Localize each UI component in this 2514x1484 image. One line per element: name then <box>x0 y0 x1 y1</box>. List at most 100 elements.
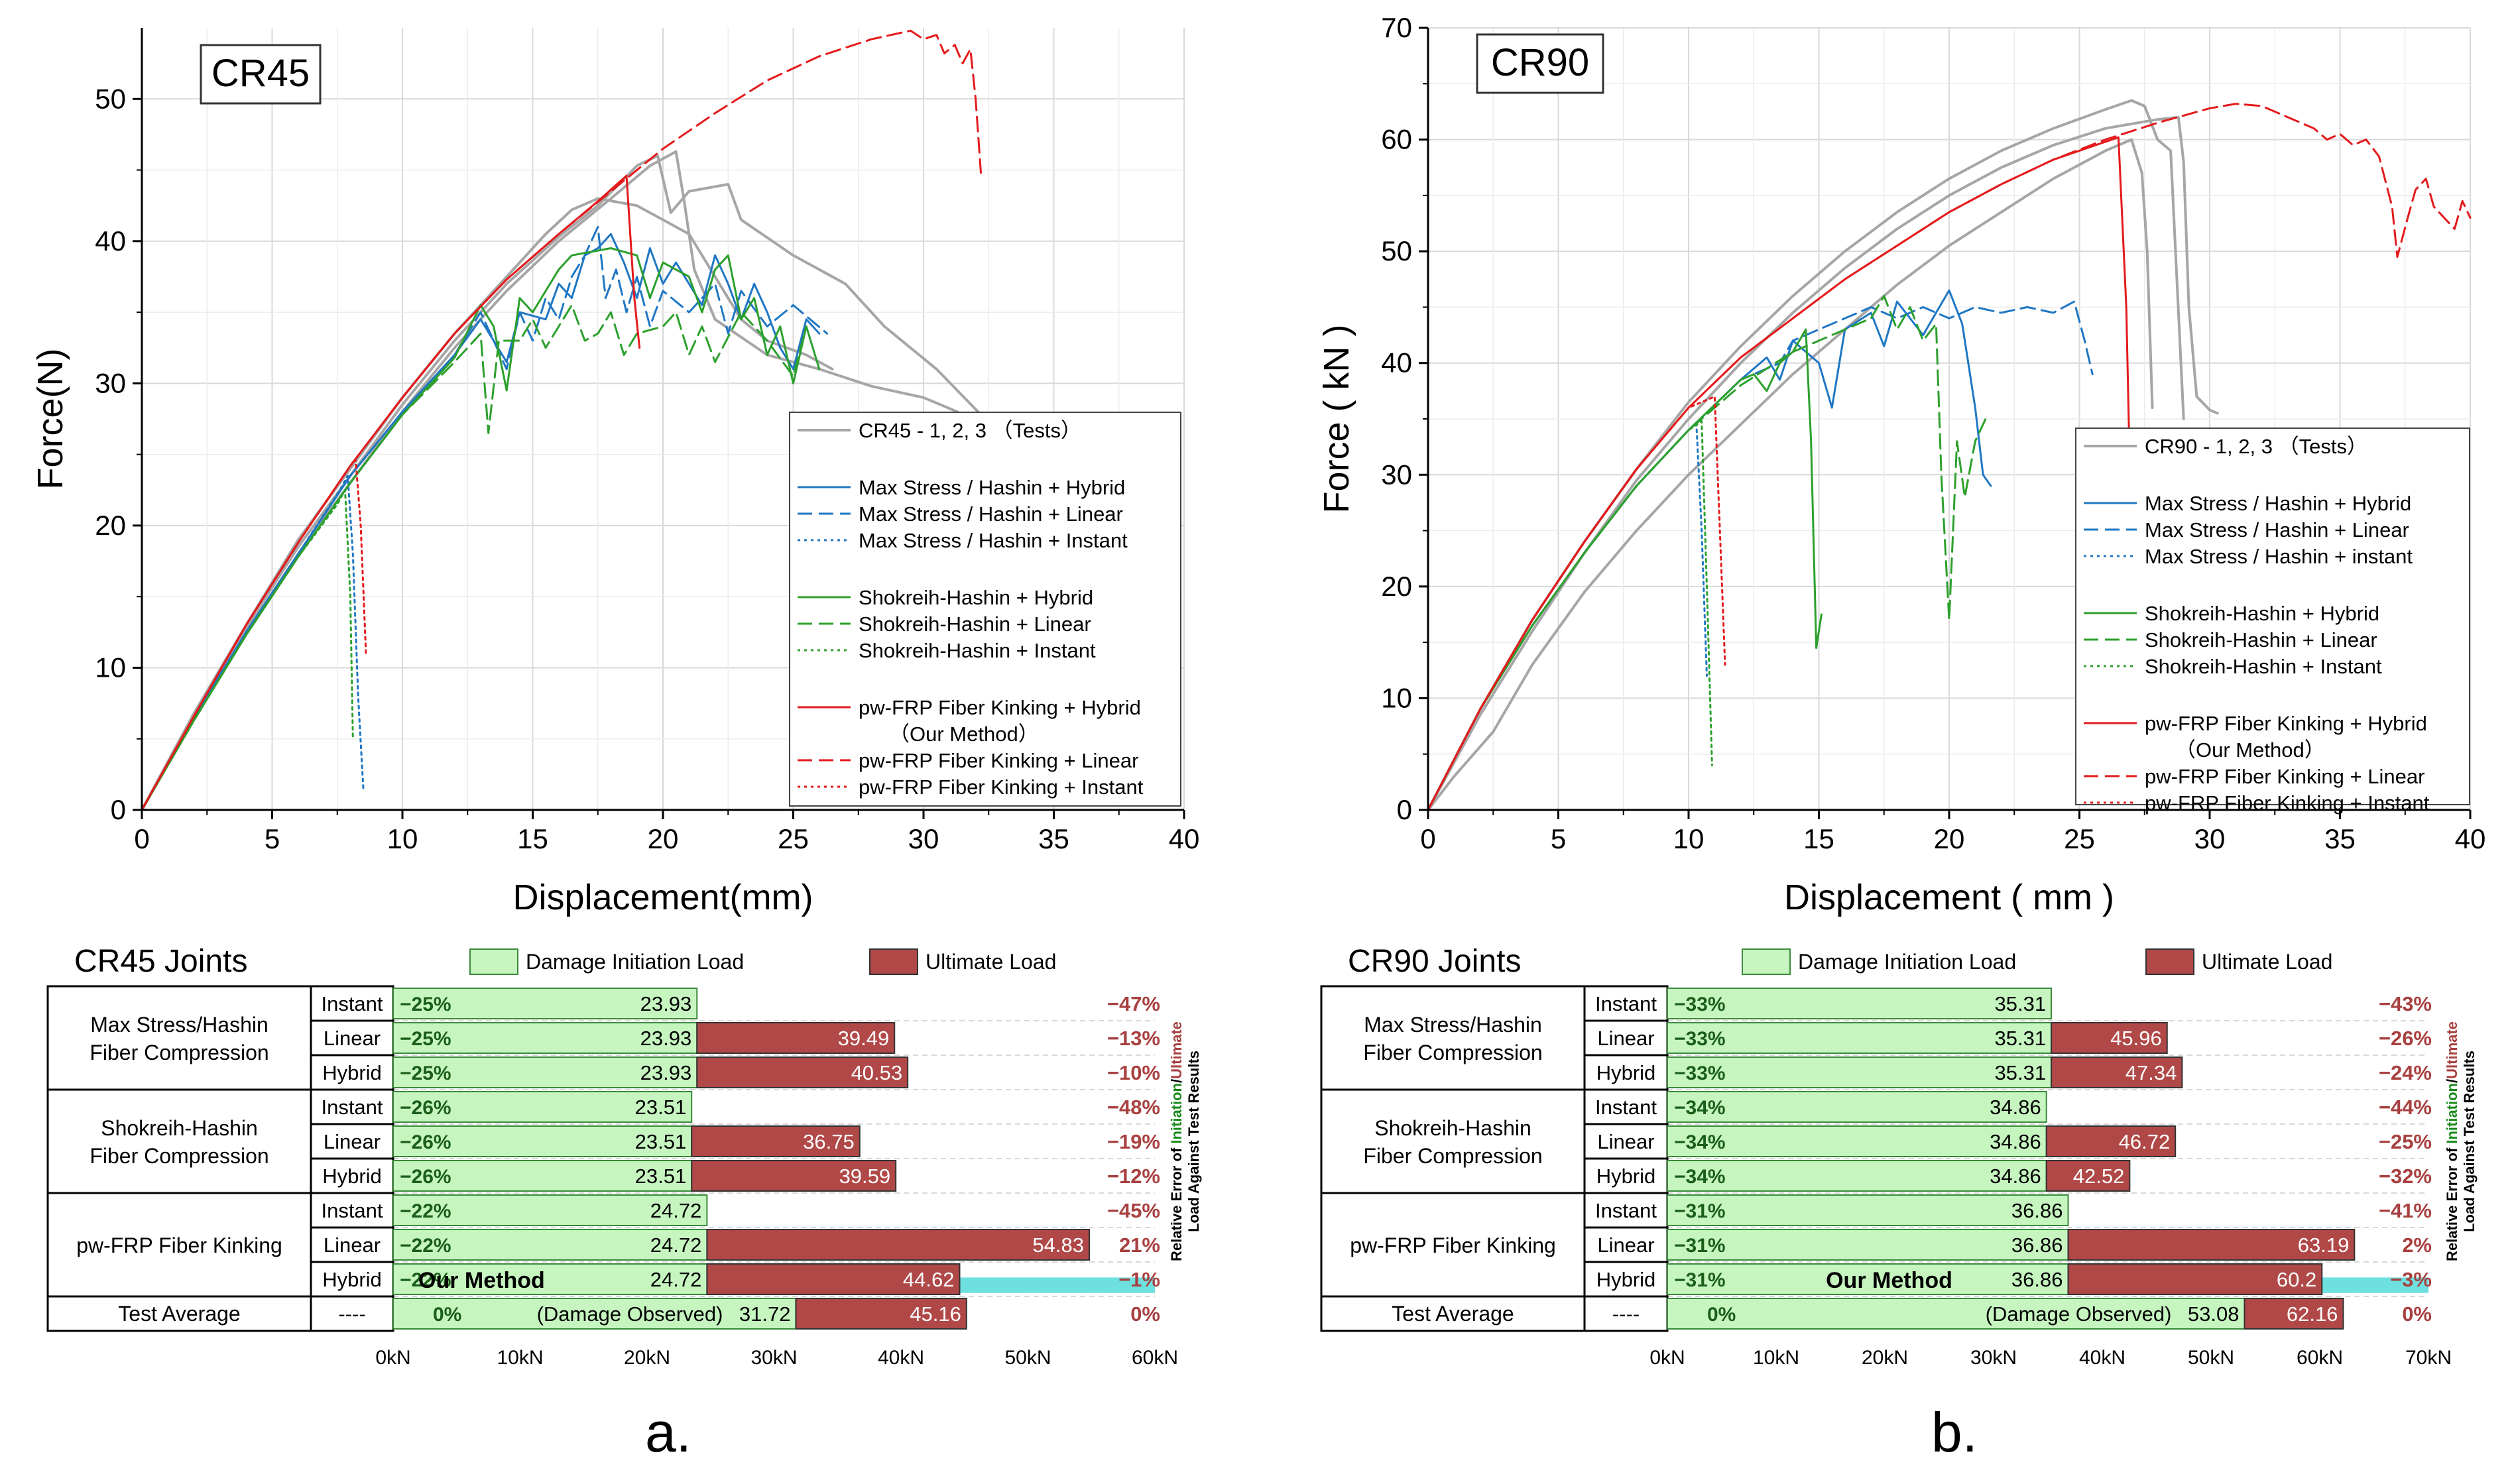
ultimate-error: −10% <box>1107 1061 1160 1084</box>
x-tick-label: 25 <box>778 823 809 854</box>
initiation-value: 24.72 <box>650 1199 702 1222</box>
group-cell <box>46 1088 312 1194</box>
x-tick-label: 15 <box>517 823 548 854</box>
table-x-tick-label: 60kN <box>2297 1347 2343 1369</box>
table-title: CR90 Joints <box>1348 944 1521 979</box>
table-x-tick-label: 30kN <box>1970 1347 2017 1369</box>
legend-label: （Our Method） <box>889 722 1039 746</box>
ultimate-value: 46.72 <box>2119 1130 2171 1153</box>
bar-initiation <box>392 1022 698 1054</box>
test-initiation-value: 53.08 <box>2188 1302 2240 1326</box>
ultimate-value: 45.96 <box>2110 1027 2162 1050</box>
ultimate-error: −47% <box>1107 992 1160 1015</box>
test-initiation-error: 0% <box>433 1304 461 1326</box>
ultimate-error: −48% <box>1107 1096 1160 1119</box>
method-label: Instant <box>1595 1199 1657 1222</box>
legend-label: Max Stress / Hashin + Instant <box>859 529 1128 552</box>
ultimate-error: −45% <box>1107 1199 1160 1222</box>
method-cell <box>310 1054 394 1091</box>
bar-ultimate <box>696 1022 896 1054</box>
initiation-value: 24.72 <box>650 1268 702 1291</box>
legend-label: pw-FRP Fiber Kinking + Hybrid <box>859 696 1141 719</box>
initiation-error: −26% <box>400 1097 451 1119</box>
legend-label: Shokreih-Hashin + Hybrid <box>859 586 1093 609</box>
x-tick-label: 35 <box>2324 823 2356 854</box>
test-row-label: Test Average <box>1392 1302 1514 1326</box>
ultimate-error: −43% <box>2379 992 2432 1015</box>
bar-ultimate <box>691 1160 897 1192</box>
initiation-error: −26% <box>400 1166 451 1188</box>
cr90-force-displacement-chart: 0 5 10 15 20 25 30 35 40 0 10 20 30 40 50 60 70 Displacem… <box>1317 12 2485 917</box>
bar-ultimate <box>2067 1229 2356 1261</box>
y-tick-label: 50 <box>1381 235 1412 266</box>
bar-ultimate <box>691 1125 861 1157</box>
method-cell <box>310 1123 394 1160</box>
group-label: Shokreih-Hashin <box>101 1116 258 1140</box>
initiation-value: 23.93 <box>640 1027 692 1050</box>
legend-label: Shokreih-Hashin + Instant <box>859 639 1096 662</box>
bar-initiation <box>392 1263 708 1295</box>
legend-label: CR90 - 1, 2, 3 （Tests） <box>2145 435 2367 458</box>
initiation-error: −34% <box>1674 1097 1726 1119</box>
initiation-value: 36.86 <box>2011 1233 2063 1257</box>
side-label-part: / <box>2444 1079 2460 1083</box>
ultimate-error: −1% <box>1118 1268 1160 1291</box>
group-label: Fiber Compression <box>1363 1041 1542 1064</box>
legend-label: pw-FRP Fiber Kinking + Instant <box>2145 791 2430 815</box>
bar-ultimate <box>2051 1056 2183 1088</box>
legend-label: Shokreih-Hashin + Hybrid <box>2145 602 2379 625</box>
table-x-tick-label: 0kN <box>1649 1347 1685 1369</box>
bar-initiation <box>1667 1022 2053 1054</box>
y-tick-label: 30 <box>1381 459 1412 490</box>
y-tick-label: 30 <box>95 367 126 398</box>
chart-title: CR45 <box>211 52 310 95</box>
table-x-tick-label: 40kN <box>878 1347 924 1369</box>
panel-label-b: b. <box>1931 1401 1978 1463</box>
ultimate-value: 39.49 <box>838 1027 890 1050</box>
side-label-part: / <box>1168 1079 1185 1083</box>
x-tick-label: 30 <box>908 823 939 854</box>
test-damage-note: (Damage Observed) <box>537 1302 723 1326</box>
test-ultimate-value: 62.16 <box>2287 1302 2338 1326</box>
method-label: Hybrid <box>1596 1061 1656 1084</box>
legend-label: Max Stress / Hashin + instant <box>2145 545 2413 568</box>
bar-initiation <box>1667 988 2053 1019</box>
initiation-error: −31% <box>1674 1269 1726 1291</box>
cr90-joints-load-table: CR90 Joints Damage Initiation Load Ultimat… <box>1320 944 2478 1369</box>
x-axis-label: Displacement ( mm ) <box>1784 878 2114 917</box>
table-x-tick-label: 30kN <box>750 1347 797 1369</box>
x-tick-label: 15 <box>1803 823 1834 854</box>
y-axis-label: Force(N) <box>30 349 70 490</box>
y-tick-label: 70 <box>1381 12 1412 43</box>
initiation-error: −33% <box>1674 1062 1726 1084</box>
bar-initiation <box>1667 1229 2069 1261</box>
x-tick-label: 5 <box>265 823 280 854</box>
test-initiation-error: 0% <box>1707 1304 1736 1326</box>
legend-box <box>789 412 1181 807</box>
table-x-tick-label: 10kN <box>1753 1347 1799 1369</box>
side-label-line-1: Relative Error of Initiation/Ultimate <box>2444 1021 2460 1261</box>
series-line-max-stress-hashin-linear <box>1427 300 2094 811</box>
legend-swatch-initiation <box>1742 948 1791 975</box>
bar-ultimate <box>696 1056 909 1088</box>
x-tick-label: 40 <box>1169 823 1200 854</box>
test-ultimate-error: 0% <box>1130 1302 1160 1326</box>
group-label: pw-FRP Fiber Kinking <box>1350 1233 1556 1257</box>
chart-title: CR90 <box>1491 41 1589 84</box>
method-label: Hybrid <box>1596 1165 1656 1188</box>
our-method-label: Our Method <box>1826 1268 1952 1293</box>
method-label: Instant <box>1595 992 1657 1015</box>
bar-initiation <box>392 1160 693 1192</box>
ultimate-error: −32% <box>2379 1165 2432 1188</box>
ultimate-value: 44.62 <box>903 1268 955 1291</box>
bar-initiation <box>1667 1263 2069 1295</box>
legend-swatch-ultimate <box>2145 948 2194 975</box>
x-tick-label: 25 <box>2064 823 2095 854</box>
initiation-value: 23.51 <box>635 1096 687 1119</box>
initiation-value: 34.86 <box>1990 1130 2041 1153</box>
x-tick-label: 0 <box>1420 823 1435 854</box>
table-x-tick-label: 50kN <box>1004 1347 1051 1369</box>
y-tick-label: 50 <box>95 83 126 114</box>
initiation-error: −25% <box>400 1028 451 1050</box>
initiation-value: 34.86 <box>1990 1096 2041 1119</box>
